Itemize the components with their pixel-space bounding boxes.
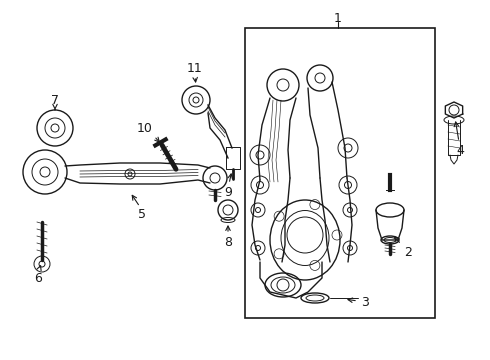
Text: 6: 6 [34,271,42,284]
Text: 1: 1 [334,12,342,24]
Text: 11: 11 [187,62,203,75]
Text: 4: 4 [456,144,464,157]
Text: 9: 9 [224,185,232,198]
Text: 8: 8 [224,235,232,248]
Text: 7: 7 [51,94,59,107]
Bar [245,28,435,318]
Text: 5: 5 [138,208,146,221]
Text: 2: 2 [394,237,412,258]
Text: 10: 10 [137,122,153,135]
Text: 3: 3 [361,296,369,309]
